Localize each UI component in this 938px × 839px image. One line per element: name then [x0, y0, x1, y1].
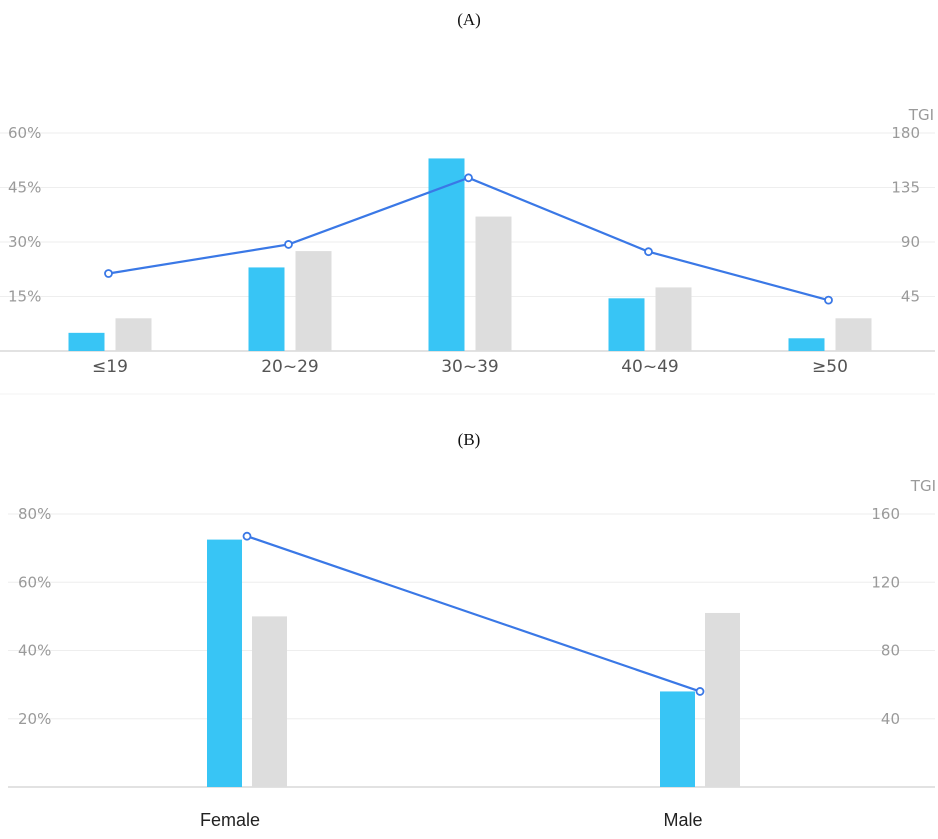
- tgi-point-3: [644, 247, 653, 257]
- tgi-point-2: [464, 173, 473, 183]
- tgi-line: [246, 535, 701, 693]
- bar-secondary-1: [295, 251, 332, 351]
- right-tick-label: 120: [871, 573, 900, 591]
- bar-primary-3: [608, 298, 645, 351]
- right-tick-label: 90: [901, 233, 920, 251]
- left-tick-label: 45%: [8, 179, 41, 197]
- bar-primary-0: [207, 539, 242, 787]
- bar-secondary-2: [475, 216, 512, 351]
- left-tick-label: 15%: [8, 288, 41, 306]
- right-tick-label: 135: [891, 179, 920, 197]
- bar-secondary-0: [252, 616, 287, 787]
- right-tick-label: 45: [901, 288, 920, 306]
- bar-secondary-0: [115, 318, 152, 351]
- tgi-line: [108, 176, 829, 302]
- tgi-point-0: [104, 269, 113, 278]
- left-tick-label: 60%: [8, 124, 41, 142]
- left-tick-label: 30%: [8, 233, 41, 251]
- right-axis-title: TGI: [908, 106, 934, 124]
- bar-secondary-3: [655, 287, 692, 351]
- category-label: 30~39: [441, 357, 499, 377]
- category-label: Male: [663, 810, 702, 830]
- category-label: 40~49: [621, 357, 679, 377]
- panel-b-label: (B): [457, 430, 481, 449]
- tgi-point-0: [242, 531, 252, 541]
- category-label: ≤19: [92, 357, 128, 377]
- right-tick-label: 40: [881, 710, 900, 728]
- bar-primary-0: [68, 332, 105, 351]
- tgi-point-1: [284, 240, 293, 249]
- tgi-point-4: [824, 295, 833, 305]
- gender-distribution-chart: 80% 60% 40% 20% 160 120 80 40 TGI Female Male: [8, 477, 936, 830]
- category-label: Female: [200, 810, 260, 830]
- category-label: ≥50: [812, 357, 848, 377]
- right-axis-title: TGI: [910, 477, 936, 495]
- panel-a-label: (A): [457, 10, 481, 29]
- right-tick-label: 160: [871, 505, 900, 523]
- bar-primary-2: [428, 158, 465, 351]
- bar-primary-1: [248, 267, 285, 351]
- bar-primary-1: [660, 691, 695, 787]
- bar-primary-4: [788, 338, 825, 351]
- age-distribution-chart: 60% 45% 30% 15% 180 135 90 45 TGI ≤19 20~29 30~39 40…: [0, 106, 935, 395]
- left-tick-label: 20%: [18, 710, 51, 728]
- tgi-point-1: [695, 687, 705, 696]
- left-tick-label: 60%: [18, 573, 51, 591]
- bar-secondary-1: [705, 612, 740, 787]
- left-tick-label: 80%: [18, 505, 51, 523]
- left-tick-label: 40%: [18, 642, 51, 660]
- category-label: 20~29: [261, 357, 319, 377]
- right-tick-label: 180: [891, 124, 920, 142]
- bar-secondary-4: [835, 318, 872, 351]
- right-tick-label: 80: [881, 642, 900, 660]
